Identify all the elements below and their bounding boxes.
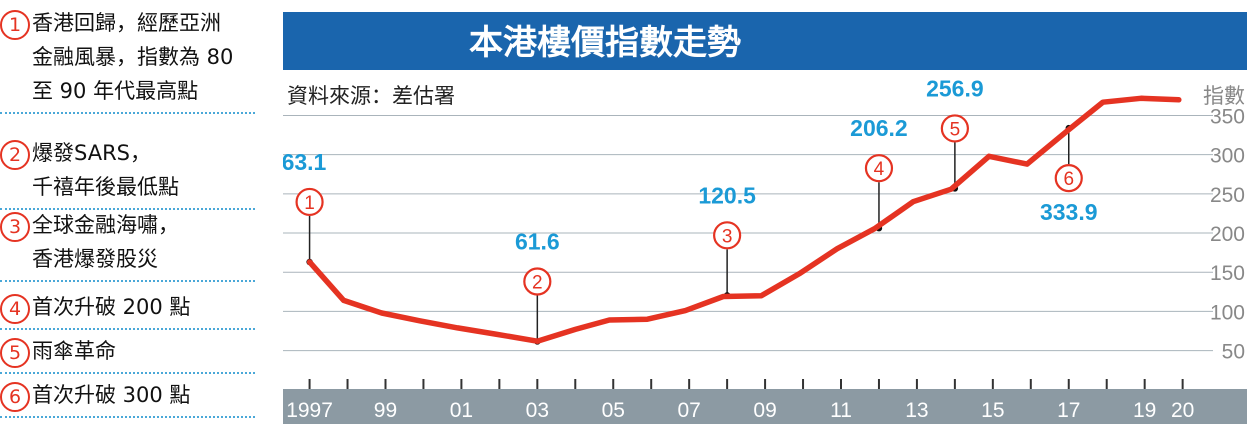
y-tick-label: 250 [1210, 184, 1245, 207]
legend-number-badge: 6 [0, 382, 30, 412]
x-tick-label: 01 [450, 399, 473, 422]
annotation-value-label: 256.9 [926, 75, 984, 101]
legend-text: 雨傘革命 [32, 339, 116, 363]
legend-panel: 1 香港回歸，經歷亞洲 金融風暴，指數為 80 至 90 年代最高點 2 爆發SARS… [0, 0, 262, 424]
legend-number-badge: 4 [0, 294, 30, 324]
legend-item: 5 雨傘革命 [0, 334, 255, 374]
annotation-badge [523, 267, 552, 296]
y-tick-label: 50 [1222, 341, 1245, 364]
x-tick-label: 07 [677, 399, 700, 422]
annotation-value-label: 206.2 [850, 115, 908, 141]
legend-number-badge: 2 [0, 140, 30, 170]
annotation-badge [940, 114, 969, 143]
annotation-badge [1054, 164, 1083, 193]
annotation-badge [295, 187, 324, 217]
y-tick-label: 100 [1210, 301, 1245, 324]
annotation-number: 1 [304, 193, 315, 214]
annotation-number: 6 [1063, 169, 1074, 190]
x-tick-label: 99 [374, 399, 397, 422]
y-tick-label: 300 [1210, 145, 1245, 168]
x-tick-label: 05 [602, 399, 625, 422]
legend-item: 2 爆發SARS， 千禧年後最低點 [0, 136, 255, 210]
legend-item: 4 首次升破 200 點 [0, 290, 255, 330]
x-tick-label: 1997 [286, 399, 333, 422]
legend-item: 1 香港回歸，經歷亞洲 金融風暴，指數為 80 至 90 年代最高點 [0, 6, 255, 114]
legend-text: 首次升破 300 點 [32, 383, 191, 407]
x-tick-label: 03 [526, 399, 549, 422]
annotation-number: 5 [950, 119, 961, 140]
y-axis-label: 指數 [1203, 84, 1245, 108]
annotation-badge [864, 154, 894, 183]
y-tick-label: 350 [1210, 106, 1245, 129]
legend-item: 3 全球金融海嘯， 香港爆發股災 [0, 208, 255, 282]
annotation-value-label: 333.9 [1040, 199, 1098, 225]
annotation-value-label: 163.1 [283, 149, 327, 175]
legend-number-badge: 1 [0, 10, 30, 40]
chart-title: 本港樓價指數走勢 [469, 23, 741, 63]
legend-text: 爆發SARS， 千禧年後最低點 [32, 141, 179, 199]
annotation-number: 4 [874, 159, 885, 180]
x-axis-bar [283, 389, 1247, 424]
legend-item: 6 首次升破 300 點 [0, 378, 255, 418]
legend-number-badge: 5 [0, 338, 30, 368]
annotation-value-label: 120.5 [698, 182, 756, 208]
legend-number-badge: 3 [0, 212, 30, 242]
annotation-number: 3 [722, 226, 733, 247]
legend-text: 首次升破 200 點 [32, 295, 191, 319]
y-tick-label: 150 [1210, 262, 1245, 285]
x-tick-label: 19 [1133, 399, 1156, 422]
x-tick-label: 17 [1057, 399, 1080, 422]
title-banner [283, 12, 1247, 70]
legend-text: 全球金融海嘯， 香港爆發股災 [32, 213, 179, 271]
x-tick-label: 11 [830, 399, 852, 422]
source-note: 資料來源：差估署 [287, 84, 455, 108]
x-tick-label: 20 [1171, 399, 1194, 422]
x-tick-label: 09 [753, 399, 776, 422]
x-tick-label: 15 [981, 399, 1004, 422]
series-line [306, 95, 1182, 344]
annotation-badge [713, 221, 742, 250]
x-tick-label: 13 [905, 399, 928, 422]
price-index-chart: 本港樓價指數走勢 資料來源：差估署 指數 5010015020025030035… [283, 12, 1247, 424]
legend-text: 香港回歸，經歷亞洲 金融風暴，指數為 80 至 90 年代最高點 [32, 11, 234, 103]
annotation-number: 2 [532, 272, 543, 293]
y-tick-label: 200 [1210, 223, 1245, 246]
annotation-value-label: 61.6 [515, 228, 560, 254]
